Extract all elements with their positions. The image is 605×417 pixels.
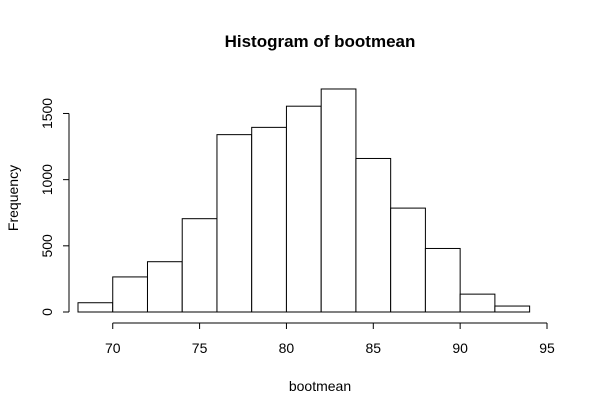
histogram-bar [251,126,287,313]
bars-group [77,88,531,313]
histogram-bar [424,247,461,313]
histogram-bar [390,207,426,313]
histogram-bar [494,305,531,313]
x-tick-label: 75 [192,340,208,356]
x-tick-label: 80 [279,340,295,356]
y-axis-label: Frequency [5,165,21,231]
y-tick-label: 0 [39,308,55,316]
histogram-bar [146,261,183,313]
histogram-bar [112,276,148,313]
x-axis-label: bootmean [289,378,351,394]
x-tick-label: 95 [539,340,555,356]
histogram-bar [320,88,357,313]
histogram-bar [285,105,322,313]
y-axis: 0 500 1000 1500 [39,98,70,316]
x-tick-label: 70 [105,340,121,356]
histogram-bar [77,302,114,313]
histogram-bar [355,157,392,313]
x-axis: 70 75 80 85 90 95 [105,322,555,356]
x-tick-label: 85 [366,340,382,356]
chart-title: Histogram of bootmean [225,32,416,51]
histogram-bar [181,218,218,313]
y-tick-label: 1500 [39,98,55,129]
histogram-bar [459,293,496,313]
histogram-bar [216,134,253,313]
y-tick-label: 500 [39,234,55,258]
x-tick-label: 90 [452,340,468,356]
y-tick-label: 1000 [39,164,55,195]
